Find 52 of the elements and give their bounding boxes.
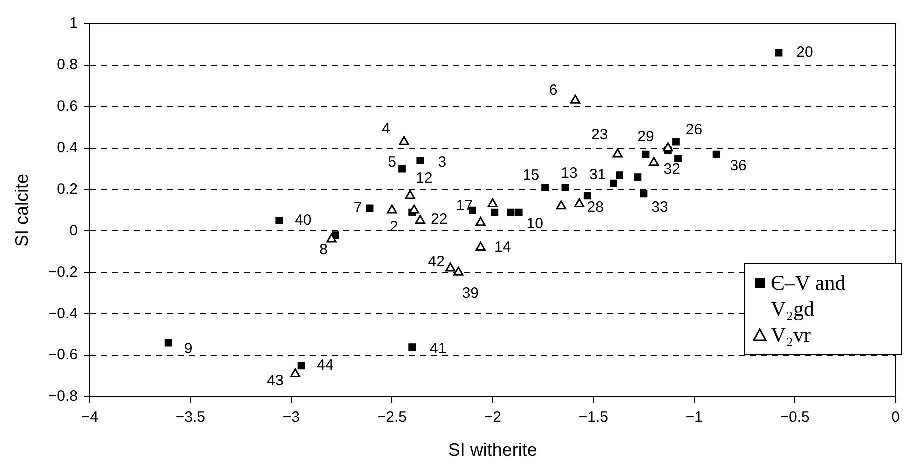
x-tick-label: −1.5 bbox=[578, 409, 608, 426]
annotation: 13 bbox=[561, 164, 578, 182]
annotation: 36 bbox=[730, 158, 747, 175]
annotation: 33 bbox=[652, 199, 668, 216]
annotation: 8 bbox=[320, 242, 328, 259]
x-tick-label: −3 bbox=[282, 409, 300, 426]
y-tick-label: −0.4 bbox=[48, 305, 78, 322]
annotation: 9 bbox=[184, 340, 193, 358]
annotation: 44 bbox=[317, 357, 334, 374]
annotation: 10 bbox=[526, 216, 544, 233]
x-tick-label: 0 bbox=[892, 409, 900, 426]
y-axis-title: SI calcite bbox=[12, 174, 32, 248]
annotation: 40 bbox=[295, 212, 312, 229]
annotation: 22 bbox=[431, 211, 448, 228]
annotation: 17 bbox=[456, 198, 474, 215]
y-tick-label: 1 bbox=[70, 15, 78, 32]
annotation: 28 bbox=[587, 199, 604, 216]
y-tick-label: −0.6 bbox=[48, 346, 78, 364]
x-tick-label: −3.5 bbox=[176, 409, 206, 426]
annotation: 23 bbox=[591, 126, 608, 144]
annotation: 12 bbox=[416, 170, 433, 188]
annotation: 31 bbox=[589, 166, 606, 184]
y-tick-label: 0 bbox=[70, 222, 78, 240]
annotation: 26 bbox=[686, 121, 703, 138]
legend-label: V₂vr bbox=[771, 322, 811, 348]
x-tick-label: −2 bbox=[484, 409, 502, 426]
annotation: 4 bbox=[382, 120, 390, 138]
y-tick-label: −0.8 bbox=[48, 388, 78, 406]
y-tick-label: −0.2 bbox=[48, 264, 78, 281]
y-tick-label: 0.4 bbox=[57, 139, 78, 156]
x-axis-title: SI witherite bbox=[448, 440, 538, 460]
annotation: 14 bbox=[494, 238, 512, 256]
y-tick-label: 0.8 bbox=[57, 56, 78, 74]
annotation: 41 bbox=[430, 340, 447, 358]
annotation: 7 bbox=[354, 200, 362, 217]
y-tick-label: 0.2 bbox=[57, 180, 78, 198]
annotation: 15 bbox=[522, 166, 540, 184]
annotation: 32 bbox=[664, 160, 680, 178]
annotation: 20 bbox=[796, 44, 814, 62]
annotation: 5 bbox=[388, 154, 396, 172]
x-tick-label: −4 bbox=[81, 409, 99, 426]
x-tick-label: −1 bbox=[686, 409, 703, 426]
y-tick-label: 0.6 bbox=[57, 98, 78, 116]
annotation: 43 bbox=[267, 372, 284, 390]
legend-label: Є–V and V₂gd bbox=[771, 270, 847, 322]
annotation: 42 bbox=[428, 254, 445, 271]
annotation: 6 bbox=[549, 82, 558, 99]
annotation: 3 bbox=[438, 154, 447, 171]
x-tick-label: −0.5 bbox=[780, 409, 810, 426]
x-tick-label: −2.5 bbox=[377, 409, 407, 426]
annotation: 29 bbox=[638, 128, 654, 146]
annotation: 39 bbox=[462, 284, 480, 302]
